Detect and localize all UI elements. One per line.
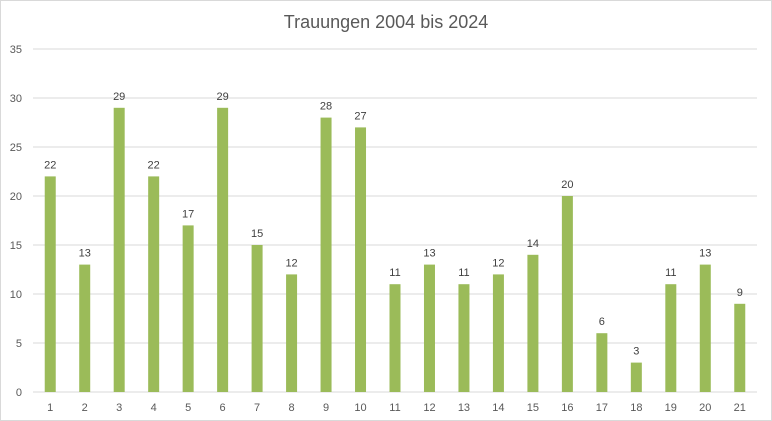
x-tick-label: 2	[82, 402, 88, 414]
data-label: 27	[354, 110, 366, 122]
data-label: 22	[44, 159, 56, 171]
data-label: 29	[216, 91, 228, 103]
data-label: 12	[492, 257, 504, 269]
bar	[251, 245, 263, 392]
bar	[79, 264, 91, 392]
y-tick-label: 5	[16, 338, 22, 350]
bar	[423, 264, 435, 392]
y-tick-label: 35	[10, 44, 22, 56]
x-tick-label: 5	[185, 402, 191, 414]
x-tick-label: 19	[665, 402, 677, 414]
data-label: 17	[182, 208, 194, 220]
bar	[320, 117, 332, 392]
data-label: 6	[599, 316, 605, 328]
bar	[596, 333, 608, 392]
data-label: 20	[561, 179, 573, 191]
bar	[699, 264, 711, 392]
bar	[458, 284, 470, 392]
data-label: 13	[699, 248, 711, 260]
data-labels: 22 13 29 22 17 29 15 12 28 27 11 13 11 12 14 20 6 3 11 13 9	[44, 91, 743, 358]
data-label: 13	[423, 248, 435, 260]
x-axis-ticks: 1 2 3 4 5 6 7 8 9 10 11 12 13 14 15 16 17 18 19 20 21	[47, 402, 746, 414]
y-tick-label: 30	[10, 93, 22, 105]
y-tick-label: 15	[10, 240, 22, 252]
y-tick-label: 0	[16, 387, 22, 399]
data-label: 9	[737, 287, 743, 299]
x-tick-label: 18	[630, 402, 642, 414]
x-tick-label: 6	[220, 402, 226, 414]
bar	[148, 176, 160, 392]
bar	[217, 107, 229, 393]
bar	[630, 362, 642, 392]
bar	[665, 284, 677, 392]
y-tick-label: 20	[10, 191, 22, 203]
data-label: 22	[148, 159, 160, 171]
data-label: 12	[285, 257, 297, 269]
x-tick-label: 12	[423, 402, 435, 414]
x-tick-label: 16	[561, 402, 573, 414]
bar	[355, 127, 367, 393]
x-tick-label: 1	[47, 402, 53, 414]
x-tick-label: 21	[734, 402, 746, 414]
data-label: 3	[633, 346, 639, 358]
bar	[182, 225, 194, 392]
bar	[389, 284, 401, 392]
data-label: 11	[665, 267, 676, 279]
bars	[44, 107, 746, 393]
y-tick-label: 25	[10, 142, 22, 154]
bar	[527, 254, 539, 392]
data-label: 14	[527, 238, 539, 250]
y-axis-ticks: 0 5 10 15 20 25 30 35	[10, 44, 22, 399]
data-label: 29	[113, 91, 125, 103]
bar	[734, 303, 746, 392]
x-tick-label: 13	[458, 402, 470, 414]
chart-title: Trauungen 2004 bis 2024	[283, 12, 489, 32]
bar	[286, 274, 298, 392]
data-label: 15	[251, 228, 263, 240]
x-tick-label: 17	[596, 402, 608, 414]
x-tick-label: 14	[492, 402, 504, 414]
x-tick-label: 9	[323, 402, 329, 414]
data-label: 11	[458, 267, 469, 279]
x-tick-label: 10	[354, 402, 366, 414]
x-tick-label: 15	[527, 402, 539, 414]
bar	[44, 176, 56, 392]
data-label: 13	[79, 248, 91, 260]
x-tick-label: 4	[151, 402, 157, 414]
data-label: 28	[320, 101, 332, 113]
bar	[561, 196, 573, 392]
x-tick-label: 7	[254, 402, 260, 414]
x-tick-label: 3	[116, 402, 122, 414]
x-tick-label: 11	[389, 402, 400, 414]
bar	[492, 274, 504, 392]
x-tick-label: 8	[289, 402, 295, 414]
y-tick-label: 10	[10, 289, 22, 301]
data-label: 11	[389, 267, 400, 279]
x-tick-label: 20	[699, 402, 711, 414]
bar	[113, 107, 125, 393]
